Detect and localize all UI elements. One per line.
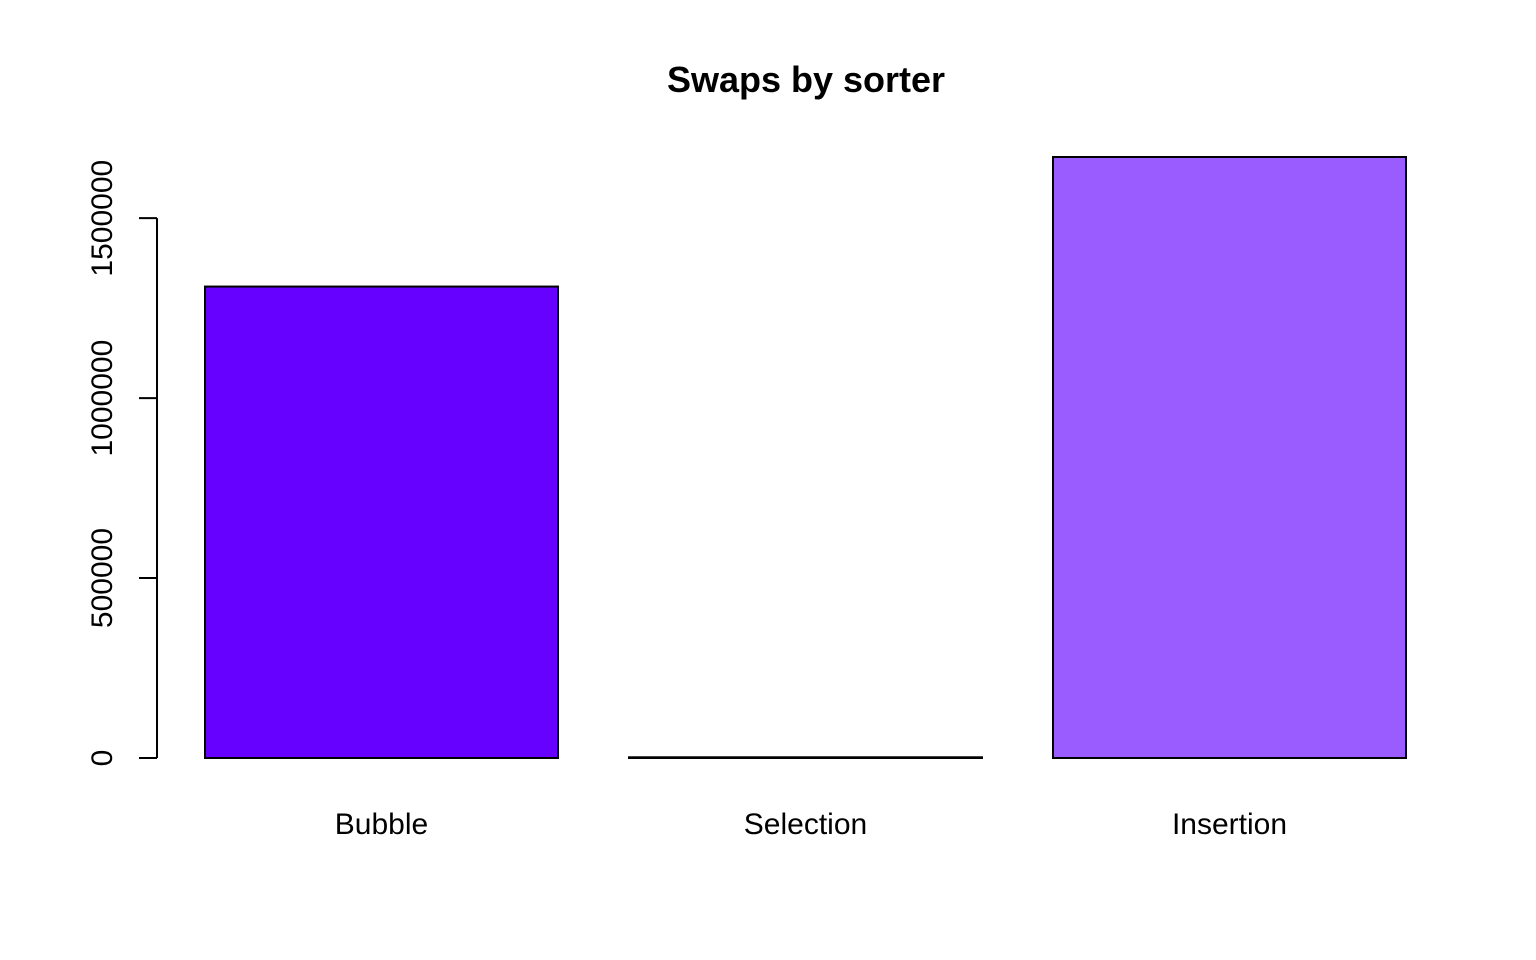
bar-selection (628, 756, 983, 759)
y-tick-label: 1500000 (86, 160, 119, 277)
y-tick-label: 1000000 (86, 340, 119, 457)
bars (204, 156, 1407, 759)
bar-insertion (1052, 156, 1407, 759)
x-category-label: Selection (744, 808, 867, 841)
chart-title: Swaps by sorter (667, 59, 945, 100)
bar-bubble (204, 285, 559, 759)
x-axis-labels: Bubble Selection Insertion (335, 808, 1287, 841)
x-category-label: Bubble (335, 808, 428, 841)
y-axis: 0 500000 1000000 1500000 (86, 160, 158, 767)
y-tick-label: 500000 (86, 528, 119, 628)
y-tick-label: 0 (86, 750, 119, 767)
x-category-label: Insertion (1172, 808, 1287, 841)
